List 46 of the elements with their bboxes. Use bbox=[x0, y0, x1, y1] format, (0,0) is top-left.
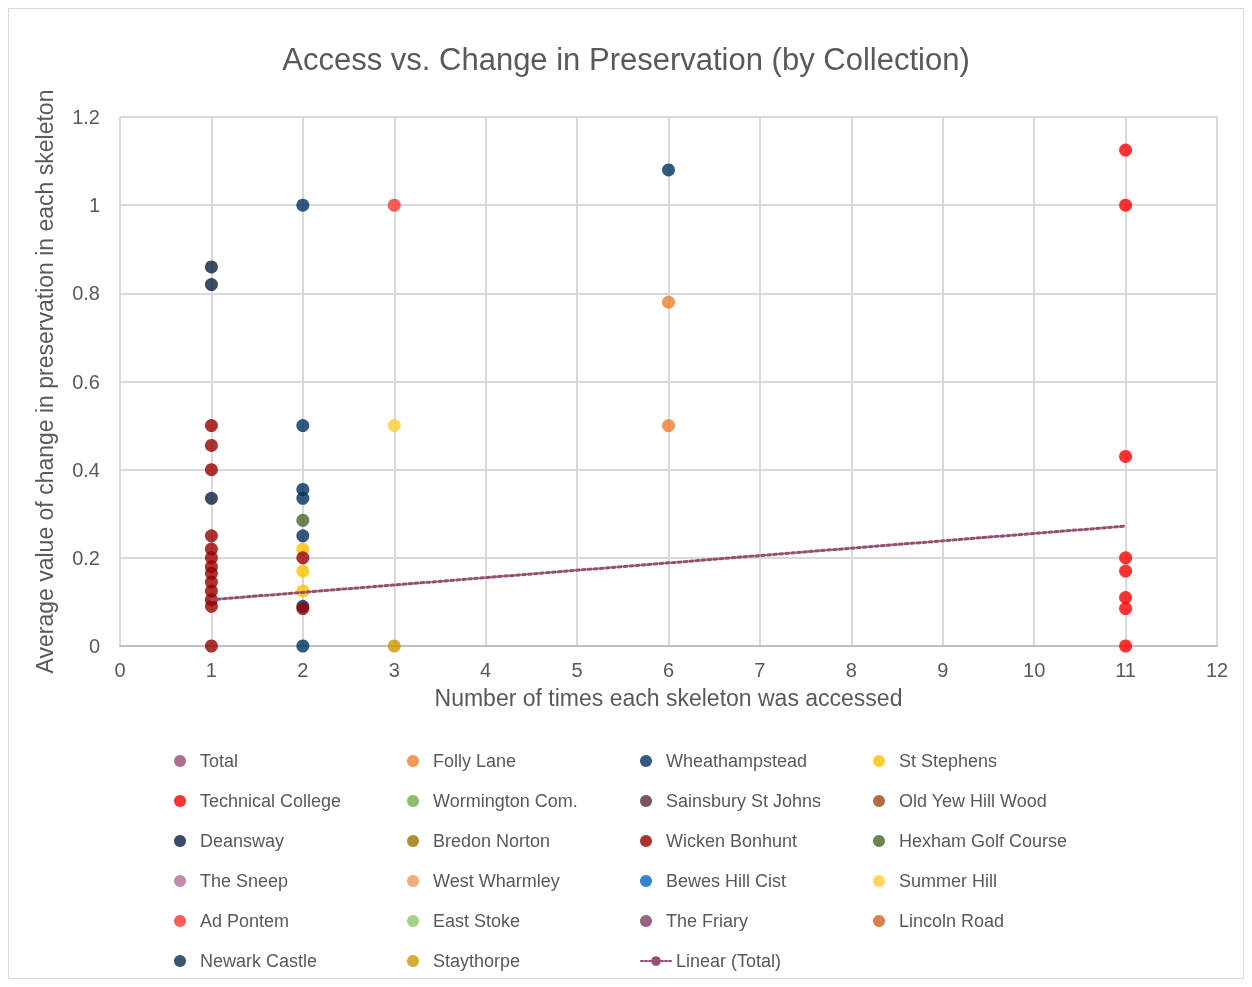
legend-label: Deansway bbox=[200, 831, 285, 851]
legend-label: Summer Hill bbox=[899, 871, 998, 891]
legend-label: St Stephens bbox=[899, 751, 998, 771]
y-tick-label: 0 bbox=[88, 635, 100, 657]
legend-label: Bewes Hill Cist bbox=[666, 871, 787, 891]
y-tick-label: 1.2 bbox=[72, 106, 100, 128]
legend-label: Folly Lane bbox=[433, 751, 517, 771]
legend-label: Lincoln Road bbox=[899, 911, 1005, 931]
legend-label: East Stoke bbox=[433, 911, 521, 931]
x-tick-label: 5 bbox=[571, 659, 583, 681]
x-tick-label: 9 bbox=[937, 659, 949, 681]
x-tick-label: 7 bbox=[754, 659, 766, 681]
legend-label: Total bbox=[200, 751, 239, 771]
y-tick-label: 0.4 bbox=[72, 458, 100, 481]
y-tick-label: 0.2 bbox=[72, 546, 100, 569]
x-tick-label: 1 bbox=[205, 659, 217, 681]
legend-label: Sainsbury St Johns bbox=[666, 791, 822, 811]
legend-label: Staythorpe bbox=[433, 951, 521, 971]
x-tick-label: 8 bbox=[845, 659, 857, 681]
legend-label: Wheathampstead bbox=[666, 751, 808, 771]
legend-label: West Wharmley bbox=[433, 871, 560, 891]
legend-label: Linear (Total) bbox=[676, 951, 782, 971]
x-tick-label: 3 bbox=[388, 659, 400, 681]
chart-title: Access vs. Change in Preservation (by Collection) bbox=[282, 42, 970, 77]
x-tick-label: 4 bbox=[480, 659, 492, 681]
y-axis-title: Average value of change in preservation in each skeleton bbox=[31, 89, 58, 674]
y-tick-label: 0.6 bbox=[72, 370, 100, 393]
x-axis-title: Number of times each skeleton was accessed bbox=[434, 684, 903, 711]
x-tick-label: 6 bbox=[662, 659, 675, 681]
legend-label: Ad Pontem bbox=[200, 911, 290, 931]
x-tick-label: 12 bbox=[1205, 659, 1229, 681]
legend-label: Wicken Bonhunt bbox=[666, 831, 798, 851]
legend-label: Newark Castle bbox=[200, 951, 318, 971]
legend-label: Old Yew Hill Wood bbox=[899, 791, 1047, 811]
legend-label: The Friary bbox=[666, 911, 749, 931]
legend-label: Hexham Golf Course bbox=[899, 831, 1068, 851]
legend-label: The Sneep bbox=[200, 871, 289, 891]
legend-label: Wormington Com. bbox=[433, 791, 578, 811]
legend-label: Technical College bbox=[200, 791, 342, 811]
x-tick-label: 11 bbox=[1115, 659, 1136, 681]
x-tick-label: 10 bbox=[1023, 659, 1046, 681]
x-tick-label: 2 bbox=[297, 659, 309, 681]
legend-label: Bredon Norton bbox=[433, 831, 551, 851]
x-tick-label: 0 bbox=[114, 659, 126, 681]
y-tick-label: 1 bbox=[88, 194, 100, 217]
y-tick-label: 0.8 bbox=[72, 282, 100, 305]
